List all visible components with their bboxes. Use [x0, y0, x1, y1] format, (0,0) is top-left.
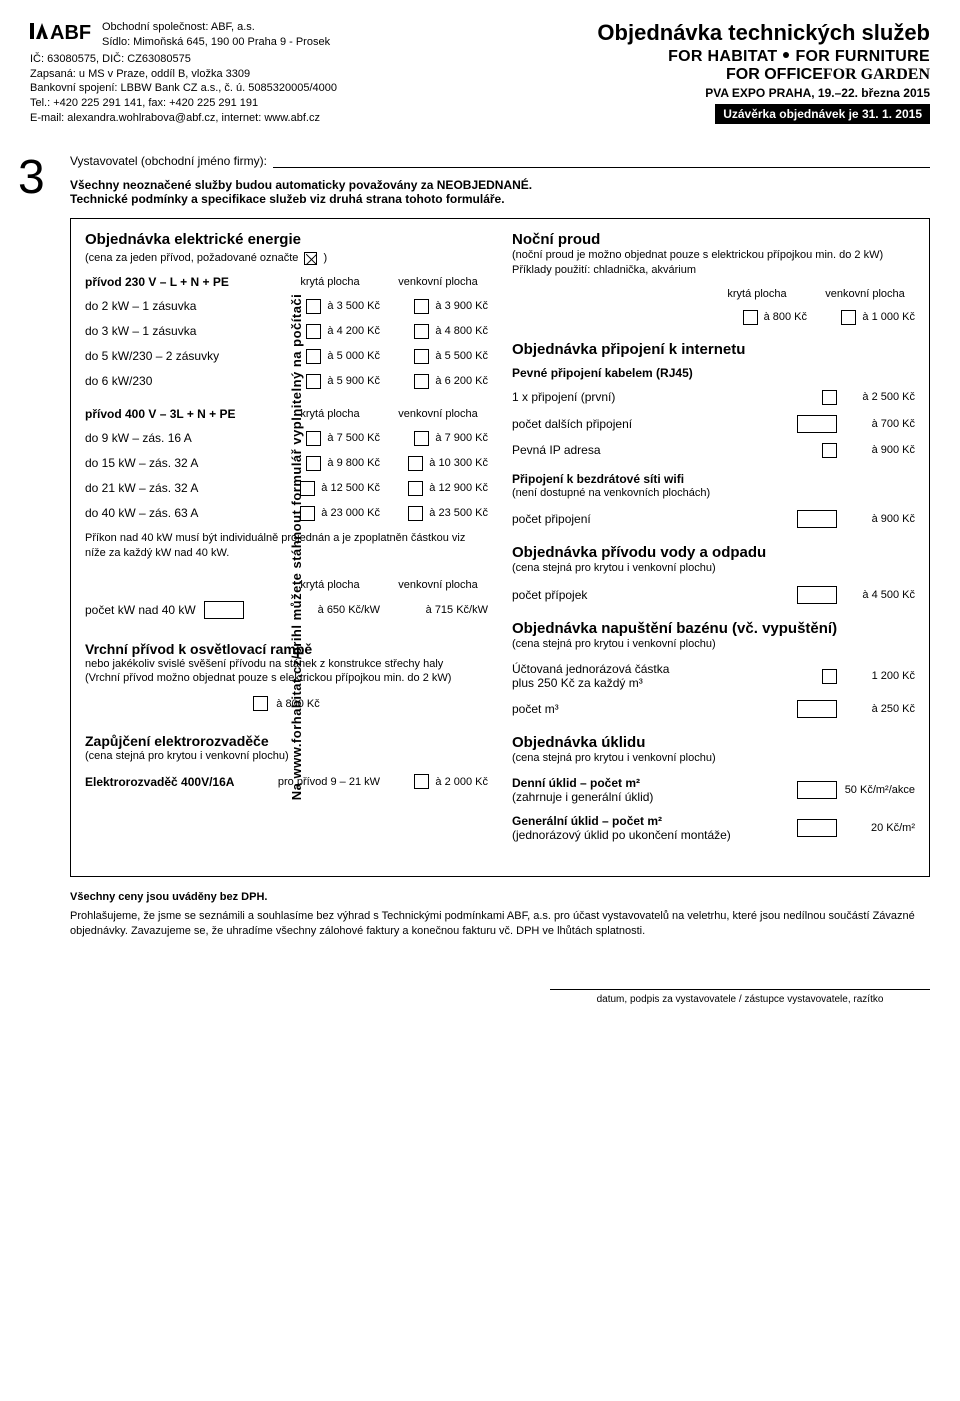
input-pool-m3[interactable]	[797, 700, 837, 718]
chk-3kw-venk[interactable]	[414, 324, 429, 339]
water-title: Objednávka přívodu vody a odpadu	[512, 544, 915, 561]
rozv-title: Zapůjčení elektrorozvaděče	[85, 733, 488, 749]
sidebar-text: Na www.forhabitat.cz/prihl můžete stáhno…	[289, 294, 304, 801]
chk-pool-once[interactable]	[822, 669, 837, 684]
el-title: Objednávka elektrické energie	[85, 231, 488, 248]
chk-night-kryta[interactable]	[743, 310, 758, 325]
chk-rampa[interactable]	[253, 696, 268, 711]
chk-2kw-kryta[interactable]	[306, 299, 321, 314]
h230: přívod 230 V – L + N + PE	[85, 275, 272, 289]
night-title: Noční proud	[512, 231, 915, 248]
title-block: Objednávka technických služeb FOR HABITA…	[597, 20, 930, 124]
input-clean-general[interactable]	[797, 819, 837, 837]
chk-5kw-kryta[interactable]	[306, 349, 321, 364]
venue-date: PVA EXPO PRAHA, 19.–22. března 2015	[597, 86, 930, 100]
chk-40kw-venk[interactable]	[408, 506, 423, 521]
chk-night-venk[interactable]	[841, 310, 856, 325]
chk-2kw-venk[interactable]	[414, 299, 429, 314]
exhibitor-label: Vystavovatel (obchodní jméno firmy):	[70, 154, 267, 168]
chk-21kw-venk[interactable]	[408, 481, 423, 496]
title-habitat: FOR HABITAT	[668, 48, 777, 65]
chk-6kw-kryta[interactable]	[306, 374, 321, 389]
input-water-count[interactable]	[797, 586, 837, 604]
company-info: ABF Obchodní společnost: ABF, a.s. Sídlo…	[30, 20, 337, 126]
chk-net-first[interactable]	[822, 390, 837, 405]
rampa-title: Vrchní přívod k osvětlovací rampě	[85, 641, 488, 657]
mark-example-icon	[304, 252, 317, 265]
title-office: FOR OFFICE	[726, 66, 823, 83]
company-phone: Tel.: +420 225 291 141, fax: +420 225 29…	[30, 96, 337, 111]
deadline-box: Uzávěrka objednávek je 31. 1. 2015	[715, 104, 930, 124]
notice-1: Všechny neoznačené služby budou automati…	[70, 178, 930, 192]
abf-logo: ABF	[30, 20, 94, 42]
company-ic: IČ: 63080575, DIČ: CZ63080575	[30, 52, 337, 67]
company-name: Obchodní společnost: ABF, a.s.	[102, 20, 330, 35]
company-bank: Bankovní spojení: LBBW Bank CZ a.s., č. …	[30, 81, 337, 96]
chk-net-ip[interactable]	[822, 443, 837, 458]
input-net-more[interactable]	[797, 415, 837, 433]
chk-5kw-venk[interactable]	[414, 349, 429, 364]
net-title: Objednávka připojení k internetu	[512, 341, 915, 358]
company-email: E-mail: alexandra.wohlrabova@abf.cz, int…	[30, 111, 337, 126]
vat-note: Všechny ceny jsou uváděny bez DPH.	[70, 891, 930, 903]
signature-line[interactable]: datum, podpis za vystavovatele / zástupc…	[550, 989, 930, 1005]
input-over40kw[interactable]	[204, 601, 244, 619]
svg-text:ABF: ABF	[50, 22, 91, 42]
chk-15kw-kryta[interactable]	[306, 456, 321, 471]
chk-3kw-kryta[interactable]	[306, 324, 321, 339]
chk-15kw-venk[interactable]	[408, 456, 423, 471]
title-furniture: FOR FURNITURE	[795, 48, 930, 65]
chk-rozv[interactable]	[414, 774, 429, 789]
company-registry: Zapsaná: u MS v Praze, oddíl B, vložka 3…	[30, 67, 337, 82]
pool-title: Objednávka napuštění bazénu (vč. vypuště…	[512, 620, 915, 637]
row-2kw: do 2 kW – 1 zásuvka	[85, 299, 272, 313]
chk-9kw-kryta[interactable]	[306, 431, 321, 446]
company-address: Sídlo: Mimoňská 645, 190 00 Praha 9 - Pr…	[102, 35, 330, 50]
input-wifi-count[interactable]	[797, 510, 837, 528]
clean-title: Objednávka úklidu	[512, 734, 915, 751]
form-number: 3	[18, 150, 45, 205]
over40-note: Příkon nad 40 kW musí být individuálně p…	[85, 531, 488, 561]
title-garden: FOR GARDEN	[823, 66, 930, 83]
input-clean-daily[interactable]	[797, 781, 837, 799]
notice-2: Technické podmínky a specifikace služeb …	[70, 192, 930, 206]
declaration: Prohlašujeme, že jsme se seznámili a sou…	[70, 909, 930, 939]
h400: přívod 400 V – 3L + N + PE	[85, 407, 272, 421]
chk-6kw-venk[interactable]	[414, 374, 429, 389]
chk-9kw-venk[interactable]	[414, 431, 429, 446]
exhibitor-input-line[interactable]	[273, 154, 930, 168]
form-title: Objednávka technických služeb	[597, 20, 930, 46]
